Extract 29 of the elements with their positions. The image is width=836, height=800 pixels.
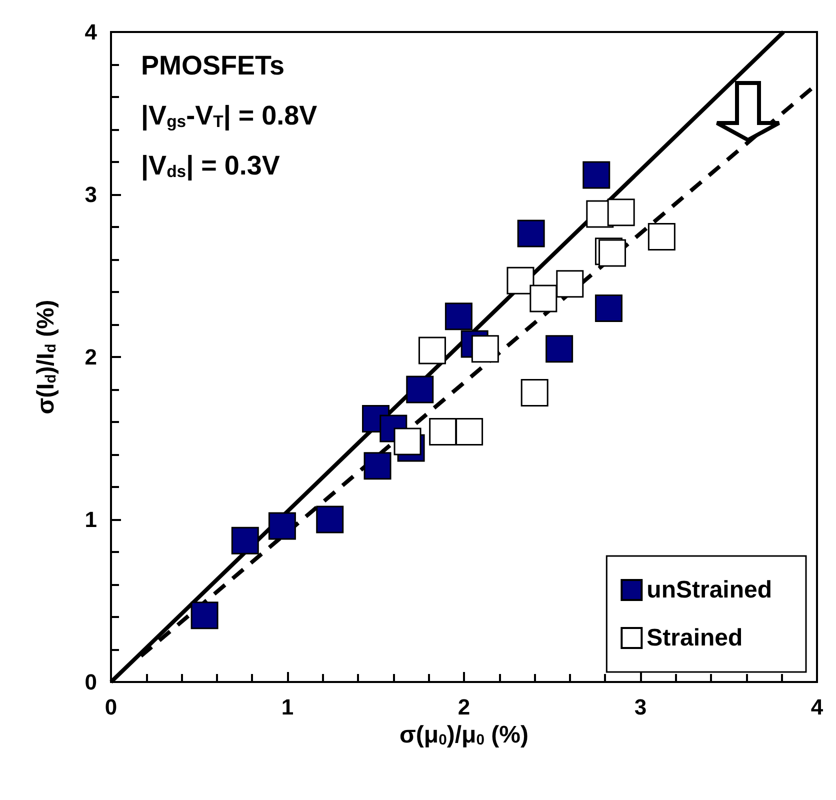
y-tick-label: 2 — [84, 344, 97, 370]
y-tick-label: 3 — [84, 182, 97, 207]
point — [231, 526, 259, 554]
point — [594, 294, 622, 322]
x-tick-label: 2 — [458, 694, 470, 720]
point — [406, 376, 434, 404]
point — [268, 512, 296, 540]
point — [394, 428, 422, 456]
x-tick-label: 4 — [810, 694, 824, 720]
legend-label: Strained — [646, 624, 743, 652]
point — [316, 506, 344, 534]
point — [598, 239, 626, 267]
point — [364, 452, 392, 480]
x-axis-title: σ(μ0)/μ0 (%) — [400, 721, 528, 748]
point — [582, 161, 610, 189]
x-tick-label: 1 — [281, 694, 294, 720]
legend-label: unStrained — [646, 576, 772, 604]
y-tick-label: 4 — [84, 20, 98, 44]
x-tick-label: 3 — [634, 694, 647, 720]
x-tick-label: 0 — [104, 694, 118, 720]
y-tick-label: 1 — [84, 507, 97, 532]
point — [546, 335, 574, 363]
annotation: PMOSFETs — [141, 50, 285, 80]
point — [190, 602, 218, 630]
point — [471, 335, 499, 363]
y-tick-label: 0 — [84, 670, 97, 694]
point — [444, 302, 472, 330]
point — [517, 220, 545, 248]
y-axis-title: σ(Id)/Id (%) — [32, 300, 60, 414]
